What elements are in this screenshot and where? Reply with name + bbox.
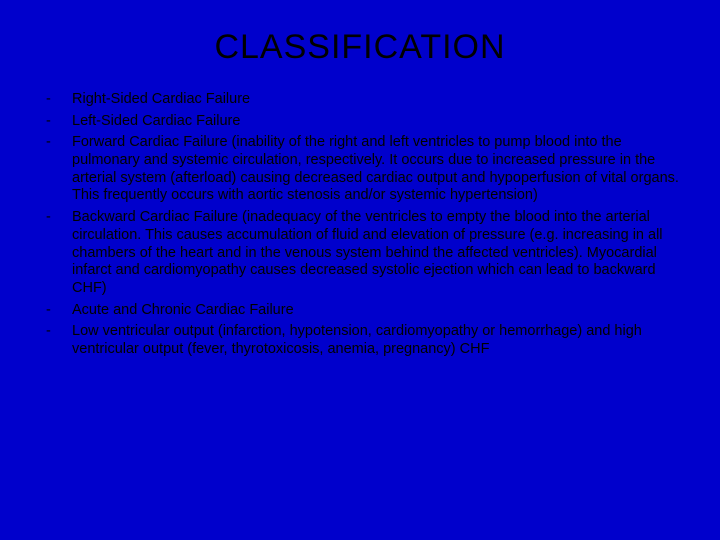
bullet-dash: - bbox=[46, 209, 51, 227]
slide-title: CLASSIFICATION bbox=[36, 28, 684, 67]
list-item: - Right-Sided Cardiac Failure bbox=[36, 91, 684, 109]
list-item-text: Right-Sided Cardiac Failure bbox=[72, 91, 250, 107]
list-item: - Low ventricular output (infarction, hy… bbox=[36, 323, 684, 358]
list-item: - Left-Sided Cardiac Failure bbox=[36, 113, 684, 131]
list-item: - Backward Cardiac Failure (inadequacy o… bbox=[36, 209, 684, 297]
bullet-dash: - bbox=[46, 323, 51, 341]
classification-list: - Right-Sided Cardiac Failure - Left-Sid… bbox=[36, 91, 684, 359]
bullet-dash: - bbox=[46, 91, 51, 109]
list-item-text: Left-Sided Cardiac Failure bbox=[72, 113, 240, 129]
bullet-dash: - bbox=[46, 113, 51, 131]
list-item: - Forward Cardiac Failure (inability of … bbox=[36, 134, 684, 205]
list-item: - Acute and Chronic Cardiac Failure bbox=[36, 302, 684, 320]
list-item-text: Low ventricular output (infarction, hypo… bbox=[72, 323, 642, 357]
bullet-dash: - bbox=[46, 302, 51, 320]
list-item-text: Acute and Chronic Cardiac Failure bbox=[72, 302, 294, 318]
list-item-text: Forward Cardiac Failure (inability of th… bbox=[72, 134, 679, 203]
list-item-text: Backward Cardiac Failure (inadequacy of … bbox=[72, 209, 663, 296]
bullet-dash: - bbox=[46, 134, 51, 152]
